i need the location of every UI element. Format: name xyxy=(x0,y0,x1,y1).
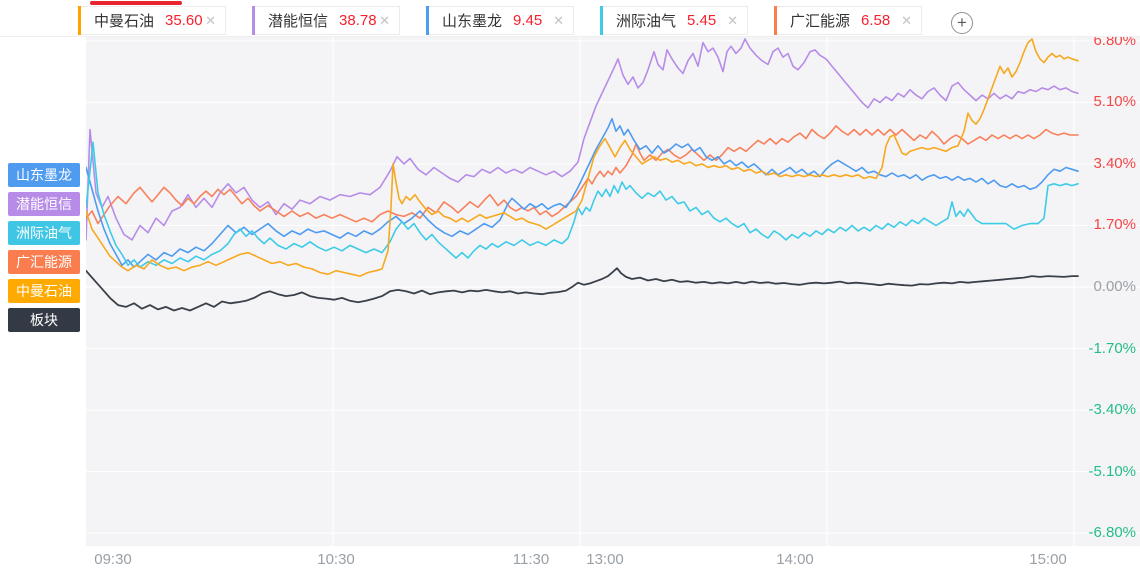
x-axis-label: 13:00 xyxy=(586,551,624,568)
stock-name: 广汇能源 xyxy=(790,13,851,30)
close-icon[interactable]: ✕ xyxy=(553,12,564,28)
legend-chip-6[interactable]: 板块 xyxy=(8,308,80,332)
x-axis-label: 11:30 xyxy=(512,551,550,568)
y-axis-label: 5.10% xyxy=(1093,93,1136,111)
y-axis-label: -5.10% xyxy=(1088,462,1136,480)
stock-price: 9.45 xyxy=(513,12,543,29)
close-icon[interactable]: ✕ xyxy=(379,12,390,28)
x-axis-label: 09:30 xyxy=(94,551,132,568)
stock-tab-5[interactable]: 广汇能源 6.58 ✕ xyxy=(774,6,922,35)
y-axis-label: 0.00% xyxy=(1093,278,1136,295)
stock-name: 山东墨龙 xyxy=(442,13,503,30)
stock-price: 5.45 xyxy=(687,12,717,29)
add-stock-button[interactable]: + xyxy=(951,12,973,34)
stock-name: 中曼石油 xyxy=(94,13,155,30)
stock-tab-2[interactable]: 潜能恒信 38.78 ✕ xyxy=(252,6,400,35)
legend-chip-5[interactable]: 中曼石油 xyxy=(8,279,80,303)
stock-color-bar xyxy=(78,6,81,35)
x-axis-label: 15:00 xyxy=(1029,551,1067,568)
stock-tab-bar: 中曼石油 35.60 ✕ 潜能恒信 38.78 ✕ 山东墨龙 9.45 ✕ 洲际油气 5.45 ✕ 广汇… xyxy=(0,0,1140,37)
stock-color-bar xyxy=(426,6,429,35)
line-洲际油气 xyxy=(86,141,1079,268)
stock-tab-3[interactable]: 山东墨龙 9.45 ✕ xyxy=(426,6,574,35)
y-axis-label: -1.70% xyxy=(1088,339,1136,357)
y-axis-label: -6.80% xyxy=(1088,524,1136,542)
line-山东墨龙 xyxy=(86,117,1079,268)
line-板块 xyxy=(86,267,1079,312)
close-icon[interactable]: ✕ xyxy=(901,12,912,28)
x-axis-label: 14:00 xyxy=(776,551,814,568)
stock-tab-4[interactable]: 洲际油气 5.45 ✕ xyxy=(600,6,748,35)
line-中曼石油 xyxy=(86,38,1079,277)
y-axis-label: 1.70% xyxy=(1093,216,1136,234)
y-axis-label: 3.40% xyxy=(1093,154,1136,172)
stock-price: 35.60 xyxy=(165,12,203,29)
stock-price: 38.78 xyxy=(339,12,377,29)
line-广汇能源 xyxy=(86,125,1079,225)
stock-color-bar xyxy=(600,6,603,35)
legend-chip-3[interactable]: 洲际油气 xyxy=(8,221,80,245)
close-icon[interactable]: ✕ xyxy=(205,12,216,28)
gridlines xyxy=(86,37,1140,546)
stock-tabs: 中曼石油 35.60 ✕ 潜能恒信 38.78 ✕ 山东墨龙 9.45 ✕ 洲际油气 5.45 ✕ 广汇… xyxy=(78,1,922,35)
series-lines xyxy=(86,38,1079,312)
legend-chip-1[interactable]: 山东墨龙 xyxy=(8,163,80,187)
stock-color-bar xyxy=(774,6,777,35)
stock-name: 洲际油气 xyxy=(616,13,677,30)
legend-chip-2[interactable]: 潜能恒信 xyxy=(8,192,80,216)
stock-tab-1[interactable]: 中曼石油 35.60 ✕ xyxy=(78,1,226,35)
legend-chip-4[interactable]: 广汇能源 xyxy=(8,250,80,274)
stock-price: 6.58 xyxy=(861,12,891,29)
close-icon[interactable]: ✕ xyxy=(727,12,738,28)
x-axis-label: 10:30 xyxy=(317,551,355,568)
y-axis-label: -3.40% xyxy=(1088,401,1136,419)
stock-name: 潜能恒信 xyxy=(268,13,329,30)
stock-color-bar xyxy=(252,6,255,35)
